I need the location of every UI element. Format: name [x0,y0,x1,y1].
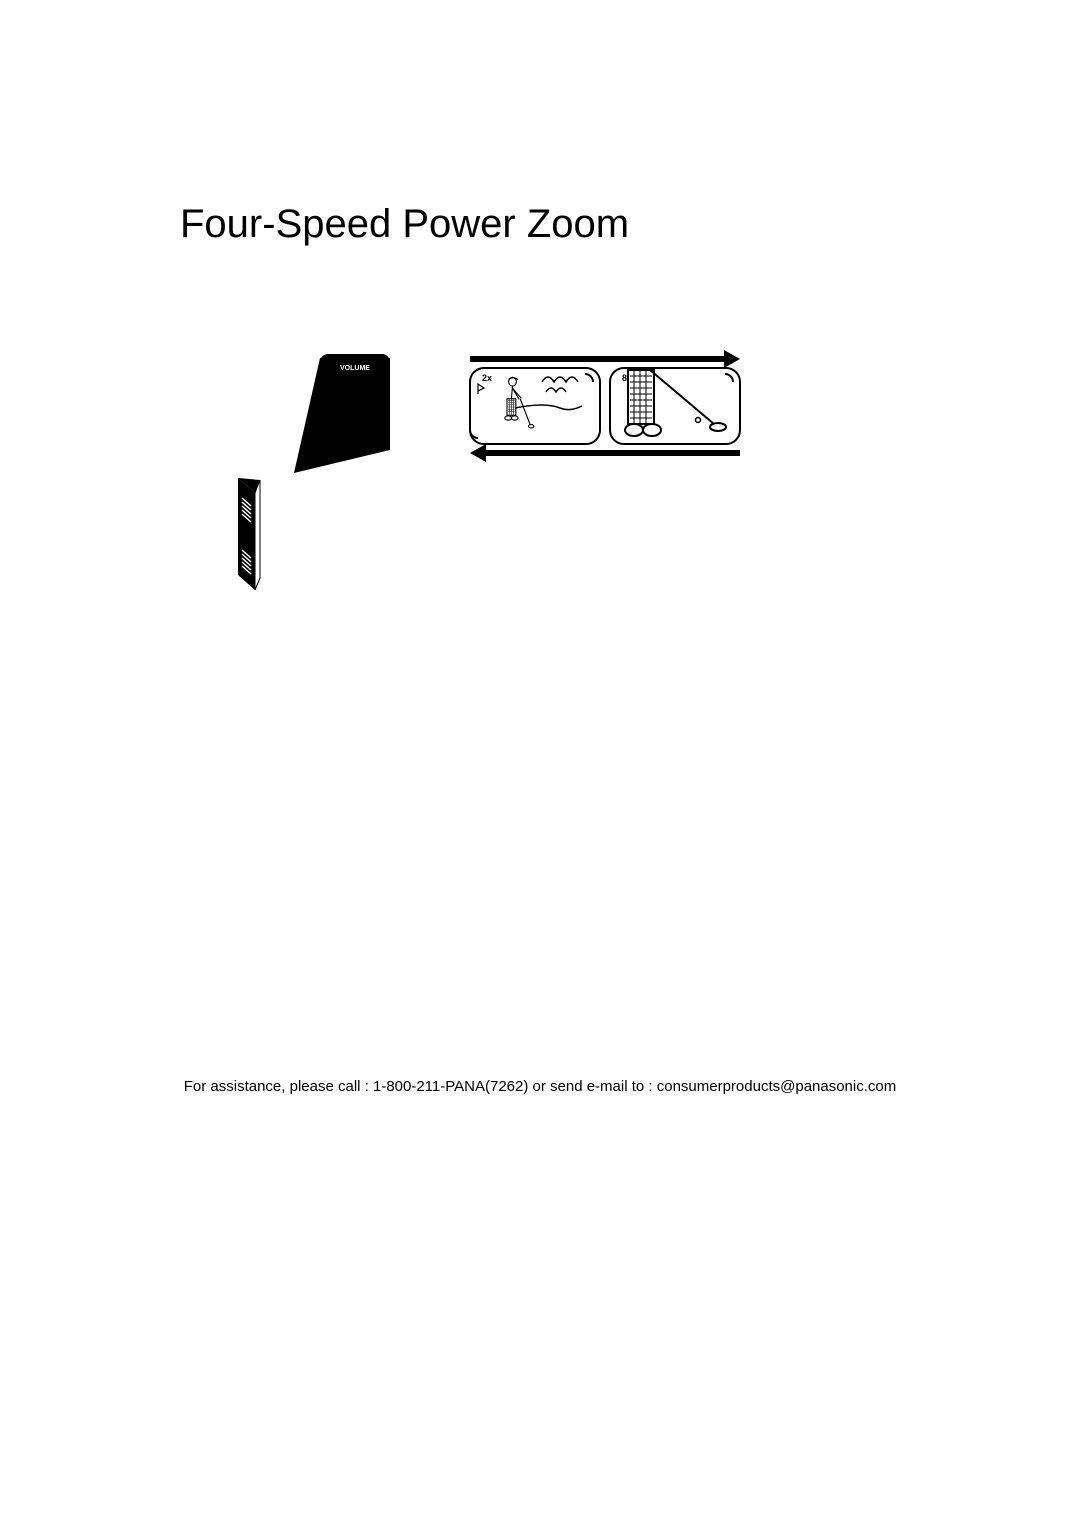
zoom-diagram: VOLUME [210,350,890,610]
volume-label: VOLUME [340,365,370,372]
device: VOLUME [294,354,390,473]
zoom-in-arrow [470,350,740,368]
footer-assistance-text: For assistance, please call : 1-800-211-… [0,1078,1080,1095]
zoom-frame-8x: 8x [610,368,740,444]
zoom-diagram-svg: VOLUME [210,350,890,610]
zoom-frame-2x: 2x [470,368,600,444]
zoom-out-arrow [470,444,740,462]
zoom-slider [238,478,260,590]
page-title: Four-Speed Power Zoom [180,202,629,247]
zoom-2x-label: 2x [482,373,492,383]
